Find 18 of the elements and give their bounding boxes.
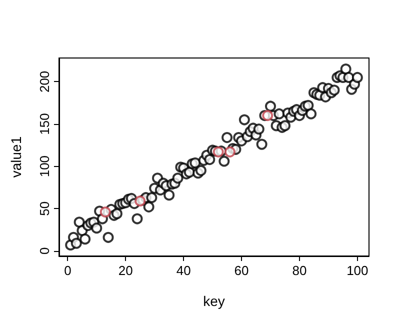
x-tick-label: 20 xyxy=(118,263,133,278)
point xyxy=(262,110,274,122)
y-tick-label: 0 xyxy=(37,247,52,255)
point xyxy=(134,196,146,206)
y-axis-title: value1 xyxy=(8,136,24,178)
x-tick-label: 100 xyxy=(346,263,368,278)
y-tick-label: 150 xyxy=(37,113,52,135)
x-tick-label: 40 xyxy=(176,263,191,278)
x-tick-label: 60 xyxy=(234,263,249,278)
point xyxy=(224,146,236,158)
x-tick-label: 80 xyxy=(292,263,307,278)
point xyxy=(212,146,224,158)
y-tick-label: 200 xyxy=(37,70,52,93)
x-tick-label: 0 xyxy=(64,263,72,278)
y-tick-label: 100 xyxy=(37,155,52,178)
y-tick-label: 50 xyxy=(37,201,52,216)
x-axis-title: key xyxy=(203,293,225,309)
point xyxy=(100,206,111,218)
